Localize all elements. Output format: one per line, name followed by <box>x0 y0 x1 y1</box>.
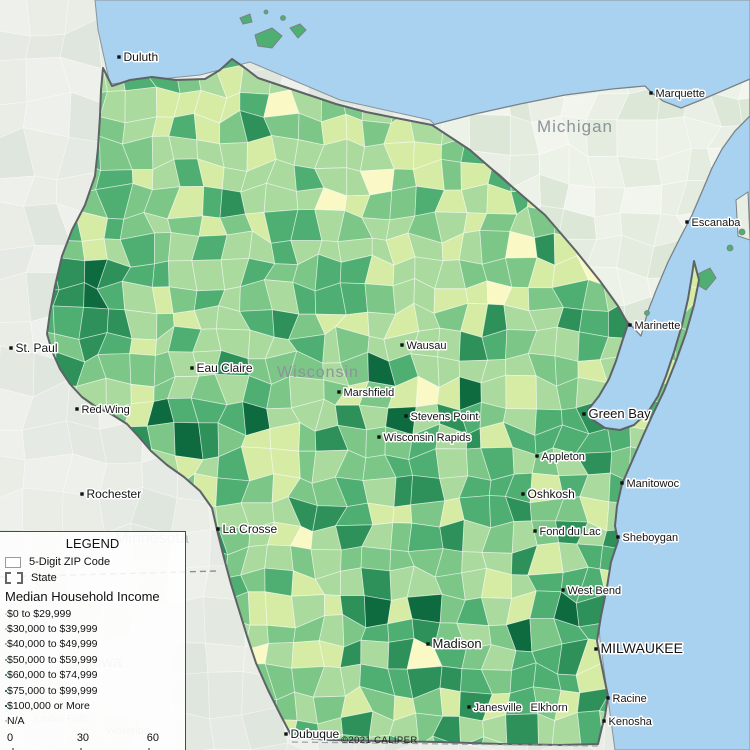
city-label-sheboygan: Sheboygan <box>623 532 679 544</box>
legend-color-swatch <box>5 643 7 646</box>
city-dot-stevens-point <box>404 414 408 418</box>
city-label-racine: Racine <box>613 693 647 705</box>
legend-income-item: N/A <box>5 714 180 729</box>
legend-income-item: $40,000 to $49,999 <box>5 637 180 652</box>
scale-start: 0 <box>7 732 14 745</box>
legend-item-label: $60,000 to $74,999 <box>7 669 98 682</box>
legend-item-label: $50,000 to $59,999 <box>7 653 98 666</box>
legend-item-label: $30,000 to $39,999 <box>7 623 98 636</box>
legend-color-swatch <box>5 705 7 708</box>
city-dot-oshkosh <box>521 492 525 496</box>
city-label-madison: Madison <box>433 636 482 651</box>
city-dot-kenosha <box>602 719 606 723</box>
legend-item-label: $40,000 to $49,999 <box>7 638 98 651</box>
legend-income-item: $60,000 to $74,999 <box>5 668 180 683</box>
city-dot-green-bay <box>582 412 586 416</box>
city-label-red-wing: Red Wing <box>82 404 130 416</box>
city-dot-milwaukee <box>594 647 598 651</box>
city-label-wausau: Wausau <box>407 340 447 352</box>
city-dot-manitowoc <box>620 481 624 485</box>
legend-color-swatch <box>5 658 7 661</box>
city-dot-marquette <box>649 91 653 95</box>
city-label-kenosha: Kenosha <box>609 716 653 728</box>
city-dot-wisconsin-rapids <box>377 435 381 439</box>
zip-item-label: 5-Digit ZIP Code <box>29 556 111 568</box>
legend-zip-item: 5-Digit ZIP Code <box>5 554 180 570</box>
legend-item-label: $75,000 to $99,999 <box>7 684 98 697</box>
city-label-st-paul: St. Paul <box>16 341 58 355</box>
legend-income-items: $0 to $29,999 $30,000 to $39,999 $40,000 t… <box>5 606 180 729</box>
copyright-text: ©2021 CALIPER <box>341 735 418 746</box>
city-label-dubuque: Dubuque <box>291 727 340 741</box>
city-dot-escanaba <box>685 220 689 224</box>
legend-item-label: $100,000 or More <box>7 700 90 713</box>
legend-item-label: $0 to $29,999 <box>7 607 72 620</box>
city-label-appleton: Appleton <box>542 451 585 463</box>
legend-income-item: $100,000 or More <box>5 698 180 713</box>
city-dot-eau-claire <box>190 366 194 370</box>
legend-color-swatch <box>5 674 7 677</box>
city-dot-la-crosse <box>216 527 220 531</box>
state-item-label: State <box>31 572 57 584</box>
city-label-wisconsin-rapids: Wisconsin Rapids <box>384 432 472 444</box>
legend-item-label: N/A <box>7 715 25 728</box>
legend-color-swatch <box>5 720 7 723</box>
city-label-green-bay: Green Bay <box>589 406 652 421</box>
city-label-duluth: Duluth <box>124 50 159 64</box>
islands <box>239 9 750 316</box>
city-label-stevens-point: Stevens Point <box>411 411 479 423</box>
scale-bar: 0 30 60 Miles <box>5 732 175 750</box>
legend-title: LEGEND <box>65 536 120 551</box>
legend-income-item: $0 to $29,999 <box>5 606 180 621</box>
state-label-wisconsin: Wisconsin <box>277 364 359 381</box>
city-label-marquette: Marquette <box>656 88 706 100</box>
city-label-oshkosh: Oshkosh <box>528 487 575 501</box>
city-label-janesville: Janesville <box>474 702 522 714</box>
wisconsin-illinois-border <box>291 741 599 747</box>
city-dot-madison <box>426 642 430 646</box>
legend-panel: LEGEND 5-Digit ZIP Code State Median Hou… <box>0 531 186 750</box>
city-dot-duluth <box>117 55 121 59</box>
zip-swatch <box>5 556 21 568</box>
scale-mid: 30 <box>76 732 90 745</box>
city-dot-rochester <box>80 492 84 496</box>
legend-color-swatch <box>5 689 7 692</box>
city-label-milwaukee: MILWAUKEE <box>601 640 683 656</box>
city-dot-marshfield <box>337 390 341 394</box>
scale-end: 60 <box>146 732 159 745</box>
city-dot-appleton <box>535 454 539 458</box>
legend-income-item: $75,000 to $99,999 <box>5 683 180 698</box>
city-label-la-crosse: La Crosse <box>223 522 278 536</box>
state-swatch <box>5 572 23 584</box>
state-label-michigan: Michigan <box>537 117 613 136</box>
city-dot-west-bend <box>561 588 565 592</box>
city-label-eau-claire: Eau Claire <box>197 361 253 375</box>
city-dot-red-wing <box>75 407 79 411</box>
city-dot-dubuque <box>284 732 288 736</box>
legend-color-swatch <box>5 628 7 631</box>
city-dot-marinette <box>628 323 632 327</box>
city-label-elkhorn: Elkhorn <box>531 702 568 714</box>
city-label-fond-du-lac: Fond du Lac <box>540 526 602 538</box>
city-dot-racine <box>606 696 610 700</box>
city-dot-st-paul <box>9 346 13 350</box>
city-dot-wausau <box>400 343 404 347</box>
city-dot-janesville <box>467 705 471 709</box>
city-label-escanaba: Escanaba <box>692 217 742 229</box>
city-label-west-bend: West Bend <box>568 585 622 597</box>
legend-income-item: $30,000 to $39,999 <box>5 621 180 636</box>
legend-income-item: $50,000 to $59,999 <box>5 652 180 667</box>
legend-color-swatch <box>5 612 7 615</box>
city-dot-sheboygan <box>616 535 620 539</box>
city-label-marshfield: Marshfield <box>344 387 395 399</box>
legend-state-item: State <box>5 570 180 586</box>
legend-section-title: Median Household Income <box>5 589 160 604</box>
city-label-marinette: Marinette <box>635 320 681 332</box>
city-label-rochester: Rochester <box>87 487 142 501</box>
city-dot-fond-du-lac <box>533 529 537 533</box>
city-markers: Duluth Marquette Escanaba Marinette St. Paul… <box>9 49 743 743</box>
city-label-manitowoc: Manitowoc <box>627 478 680 490</box>
